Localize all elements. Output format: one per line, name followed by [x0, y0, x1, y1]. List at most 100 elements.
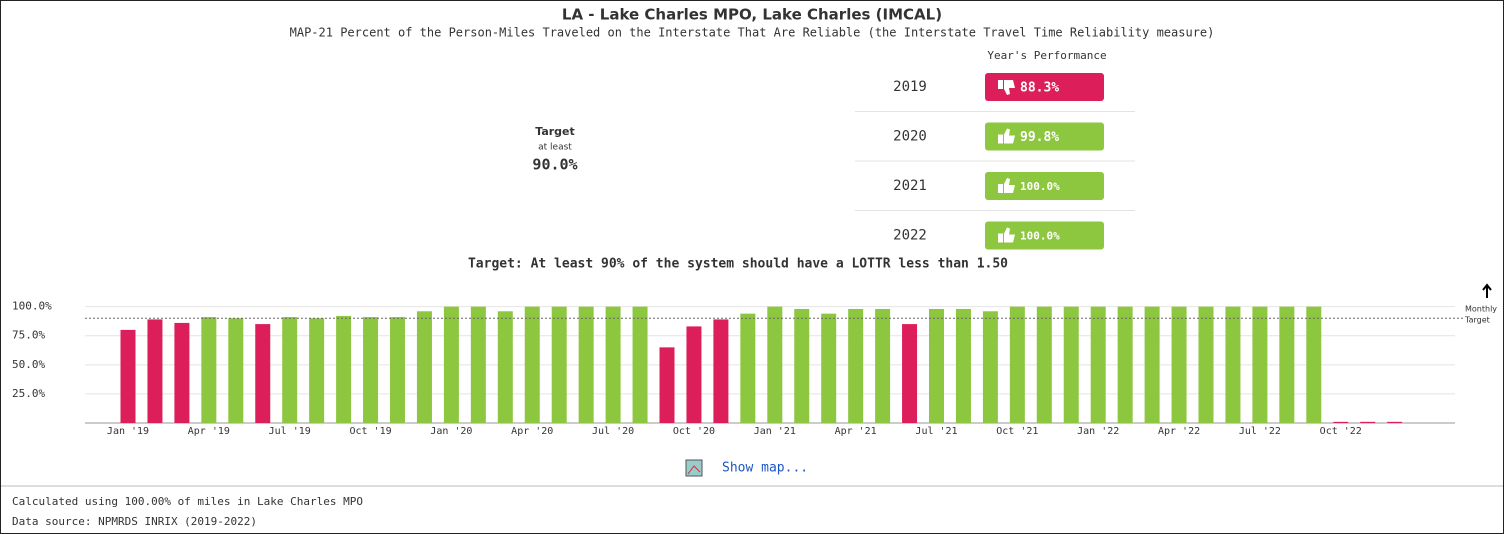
subtitle: MAP-21 Percent of the Person-Miles Trave… [290, 26, 1215, 40]
bar [713, 319, 729, 423]
bar [1387, 421, 1403, 423]
bar [1333, 421, 1349, 423]
thumb-up-icon [998, 178, 1015, 193]
bar [1279, 306, 1295, 423]
x-tick-label: Apr '20 [511, 426, 553, 437]
x-tick-label: Jan '22 [1077, 426, 1119, 437]
bar [821, 313, 837, 423]
x-tick-label: Oct '22 [1320, 426, 1362, 437]
bar [955, 308, 971, 423]
bar [309, 318, 325, 423]
year: 2019 [893, 79, 927, 95]
badge-value: 100.0% [1020, 180, 1060, 193]
bar [363, 317, 379, 423]
bar [228, 318, 244, 423]
target-arrow [1482, 283, 1492, 298]
badge [985, 221, 1104, 250]
bar [740, 313, 756, 423]
bar [1090, 306, 1106, 423]
target-label: Target [535, 125, 575, 138]
x-tick-label: Jul '21 [915, 426, 957, 437]
target-value: 90.0% [532, 156, 577, 174]
bar [686, 326, 702, 423]
bar [282, 317, 298, 423]
y-tick-label: 50.0% [12, 358, 45, 371]
bar [1144, 306, 1160, 423]
target-annotation: Monthly [1465, 305, 1497, 314]
bar [524, 306, 540, 423]
bar [416, 311, 432, 423]
footer-source: Data source: NPMRDS INRIX (2019-2022) [12, 515, 257, 528]
bar [174, 322, 190, 423]
bar [767, 306, 783, 423]
year: 2022 [893, 228, 927, 244]
bar-chart: Target: At least 90% of the system shoul… [12, 257, 1497, 438]
bar [659, 347, 675, 423]
bar [848, 308, 864, 423]
map-icon-line [687, 465, 701, 475]
x-tick-label: Apr '21 [835, 426, 877, 437]
target-annotation: Target [1464, 316, 1490, 325]
bar [1063, 306, 1079, 423]
bar [336, 315, 352, 423]
x-tick-label: Apr '22 [1158, 426, 1200, 437]
bar [551, 306, 567, 423]
year: 2020 [893, 129, 927, 145]
bar [1036, 306, 1052, 423]
badge [985, 73, 1104, 101]
x-tick-label: Jan '19 [107, 426, 149, 437]
badge [985, 122, 1104, 151]
year: 2021 [893, 178, 927, 194]
footer-coverage: Calculated using 100.00% of miles in Lak… [12, 495, 363, 508]
performance-heading: Year's Performance [987, 49, 1106, 62]
y-tick-label: 75.0% [12, 329, 45, 342]
x-tick-label: Apr '19 [188, 426, 230, 437]
bar [1225, 306, 1241, 423]
bar [470, 306, 486, 423]
bar [794, 308, 810, 423]
y-tick-label: 25.0% [12, 387, 45, 400]
badge-value: 100.0% [1020, 230, 1060, 243]
bar [1252, 306, 1268, 423]
performance-rows: 2019 88.3% 2020 99.8% 2021 100.0% 2022 100.0% [855, 73, 1135, 250]
y-tick-label: 100.0% [12, 300, 52, 313]
badge [985, 172, 1104, 200]
bar [147, 319, 163, 423]
bar [390, 317, 405, 423]
x-tick-label: Jul '20 [592, 426, 634, 437]
x-tick-label: Jul '19 [269, 426, 311, 437]
bar [497, 311, 513, 423]
show-map-link[interactable]: Show map... [722, 461, 808, 476]
bar [632, 306, 648, 423]
thumb-up-icon [998, 227, 1015, 243]
x-tick-label: Jul '22 [1239, 426, 1281, 437]
bar [1360, 421, 1376, 423]
bar [982, 311, 998, 423]
bar [1117, 306, 1133, 423]
bar [605, 306, 621, 423]
x-tick-label: Jan '21 [754, 426, 796, 437]
badge-value: 88.3% [1020, 81, 1059, 96]
thumb-down-icon [998, 80, 1015, 95]
badge-value: 99.8% [1020, 130, 1059, 145]
bar [255, 324, 271, 423]
bar [1009, 306, 1025, 423]
bar [201, 317, 217, 423]
bar [1198, 306, 1214, 423]
target-qualifier: at least [538, 143, 572, 153]
bar [902, 324, 918, 423]
title: LA - Lake Charles MPO, Lake Charles (IMC… [562, 6, 942, 24]
x-tick-label: Oct '20 [673, 426, 715, 437]
bar [1306, 306, 1322, 423]
chart-title: Target: At least 90% of the system shoul… [468, 257, 1008, 272]
bar [929, 308, 944, 423]
bar [875, 308, 891, 423]
bar [1171, 306, 1187, 423]
x-tick-label: Jan '20 [430, 426, 472, 437]
thumb-up-icon [998, 128, 1015, 144]
x-tick-label: Oct '21 [996, 426, 1038, 437]
bar [443, 306, 459, 423]
